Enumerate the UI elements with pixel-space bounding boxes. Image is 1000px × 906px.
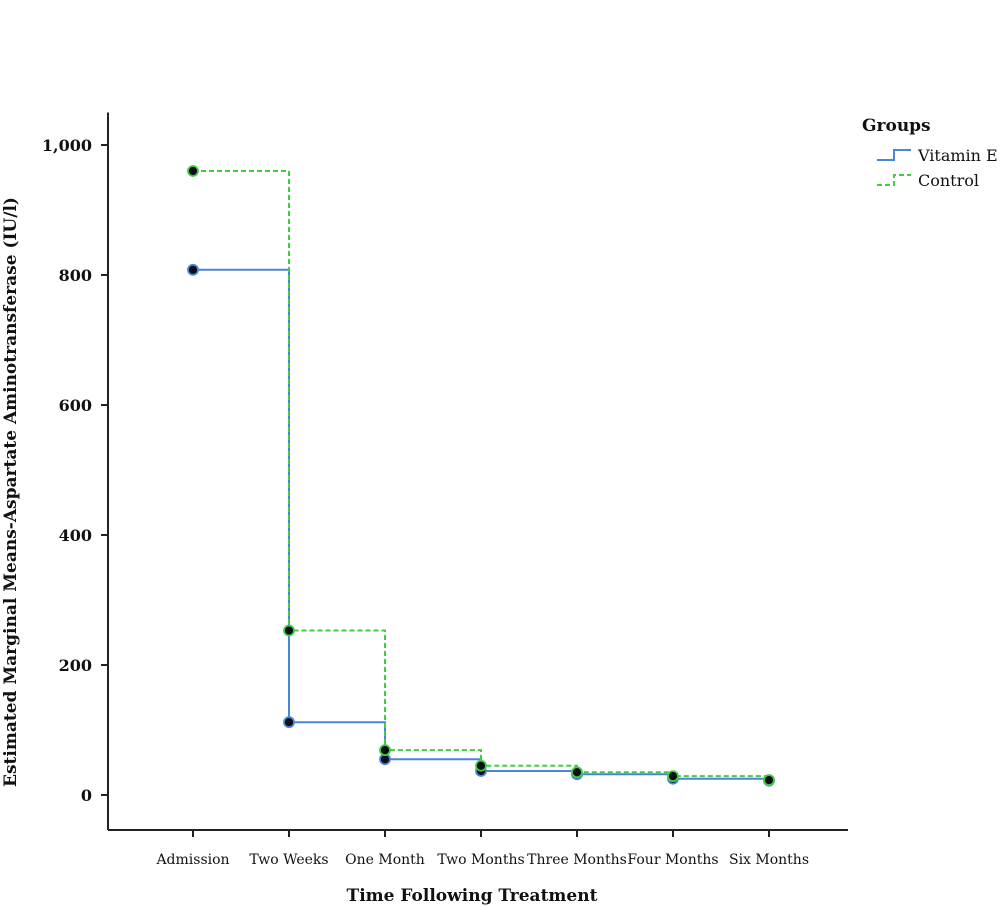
data-point-control bbox=[667, 770, 679, 783]
legend-label-vitamin-e: Vitamin E bbox=[917, 146, 998, 165]
data-point-control bbox=[475, 759, 487, 772]
data-point-control bbox=[283, 624, 295, 637]
data-point-vitamin-e bbox=[283, 716, 295, 729]
legend-symbol-control bbox=[877, 174, 911, 186]
x-tick-label: Six Months bbox=[729, 852, 809, 868]
y-tick-label: 200 bbox=[59, 656, 92, 675]
series-line-control bbox=[193, 170, 770, 781]
axes: 0 200 400 600 800 1,000 Admission Two Weeks One … bbox=[42, 112, 848, 868]
data-point-control bbox=[187, 165, 199, 177]
x-tick-label: Two Months bbox=[437, 852, 524, 868]
data-point-control bbox=[571, 766, 583, 779]
data-point-control bbox=[763, 774, 775, 786]
legend: Groups Vitamin E Control bbox=[862, 116, 998, 190]
x-tick-label: Admission bbox=[155, 852, 229, 868]
legend-label-control: Control bbox=[918, 171, 979, 190]
x-tick-label: Two Weeks bbox=[249, 852, 328, 868]
y-tick-label: 0 bbox=[81, 786, 92, 805]
x-tick-label: One Month bbox=[345, 852, 425, 868]
data-point-vitamin-e bbox=[187, 263, 199, 276]
series-line-vitamin-e bbox=[193, 268, 770, 781]
y-tick-label: 400 bbox=[59, 526, 92, 545]
x-axis-title: Time Following Treatment bbox=[347, 886, 598, 906]
legend-symbol-vitamin-e bbox=[877, 149, 911, 161]
series-layer bbox=[193, 170, 770, 781]
legend-title: Groups bbox=[862, 116, 931, 136]
x-tick-label: Three Months bbox=[527, 852, 627, 868]
y-tick-label: 800 bbox=[59, 266, 92, 285]
y-tick-label: 600 bbox=[59, 396, 92, 415]
x-tick-label: Four Months bbox=[627, 852, 718, 868]
y-axis-title: Estimated Marginal Means-Aspartate Amino… bbox=[1, 197, 21, 787]
y-tick-label: 1,000 bbox=[42, 136, 92, 155]
data-point-control bbox=[379, 744, 391, 757]
points-layer bbox=[187, 165, 775, 787]
